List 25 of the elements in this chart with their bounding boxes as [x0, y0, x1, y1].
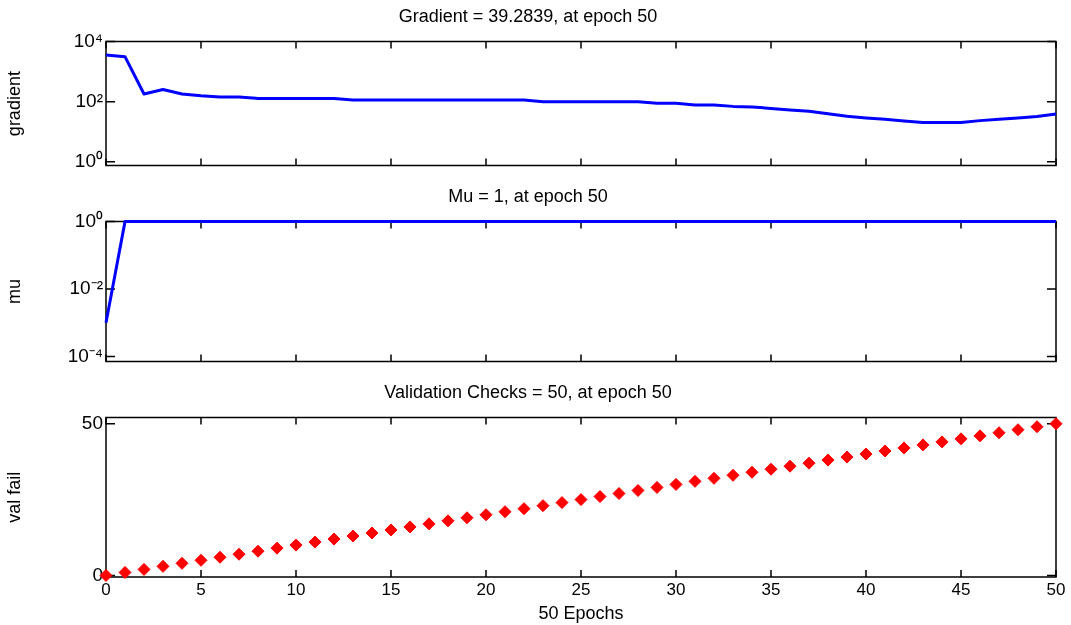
x-tick-label: 20	[476, 579, 496, 599]
y-tick-label: 10⁴	[73, 29, 103, 51]
x-tick-label: 25	[571, 579, 591, 599]
x-tick-label: 15	[381, 579, 401, 599]
y-tick-label: 10⁻⁴	[67, 344, 103, 366]
y-tick-label: 0	[92, 563, 103, 585]
y-axis-title: gradient	[3, 71, 24, 137]
y-tick-label: 10⁰	[74, 209, 103, 231]
y-tick-label: 10⁻²	[69, 277, 103, 299]
x-tick-label: 5	[196, 579, 206, 599]
x-tick-label: 50	[1046, 579, 1066, 599]
y-tick-label: 10⁰	[74, 150, 103, 172]
x-tick-label: 45	[951, 579, 971, 599]
x-tick-label: 35	[761, 579, 781, 599]
x-axis-title: 50 Epochs	[538, 603, 624, 624]
y-tick-label: 50	[81, 411, 103, 433]
y-axis-title: val fail	[3, 471, 24, 523]
chart-title: Mu = 1, at epoch 50	[448, 185, 608, 206]
y-tick-label: 10²	[75, 89, 103, 111]
x-tick-label: 30	[666, 579, 686, 599]
y-axis-title: mu	[3, 279, 24, 305]
x-tick-label: 40	[856, 579, 876, 599]
x-tick-label: 10	[286, 579, 306, 599]
chart-title: Validation Checks = 50, at epoch 50	[384, 381, 672, 402]
chart-title: Gradient = 39.2839, at epoch 50	[398, 5, 658, 26]
